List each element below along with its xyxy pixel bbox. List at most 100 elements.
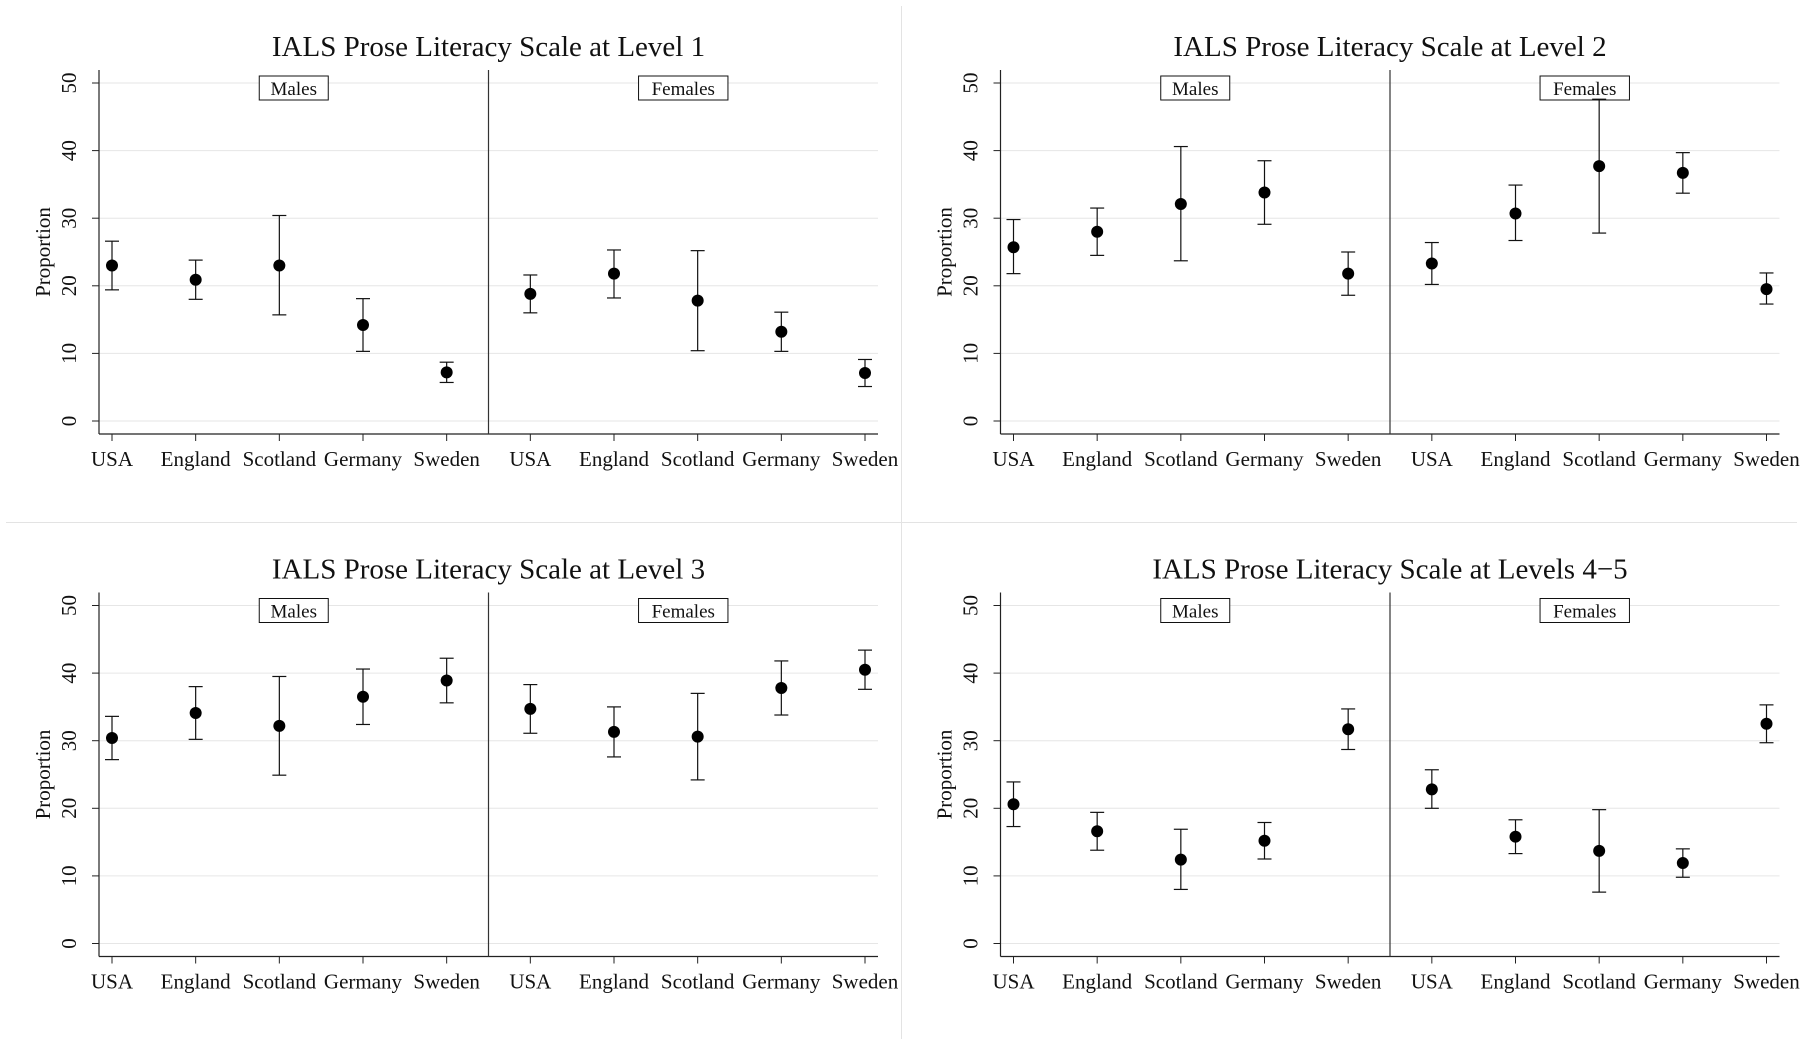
y-tick-label: 10 xyxy=(959,865,983,886)
x-tick-label-sweden: Sweden xyxy=(1733,447,1800,471)
group-label-box-females xyxy=(638,75,729,101)
data-point-females-sweden xyxy=(1760,283,1773,296)
data-point-females-england xyxy=(1509,830,1522,843)
chart-panel-3: IALS Prose Literacy Scale at Level 3 0 10 2… xyxy=(31,554,899,994)
group-label-box-females xyxy=(1539,598,1630,623)
y-tick-label: 20 xyxy=(57,798,81,819)
chart-panel-2: IALS Prose Literacy Scale at Level 2 0 10 2… xyxy=(933,31,1801,471)
x-tick-label-england: England xyxy=(579,970,649,994)
y-tick-label: 0 xyxy=(57,938,81,949)
y-tick-label: 30 xyxy=(959,208,983,229)
data-point-females-sweden xyxy=(1760,717,1773,730)
x-tick-label-england: England xyxy=(579,447,649,471)
data-point-females-germany xyxy=(1676,857,1689,870)
x-tick-label-scotland: Scotland xyxy=(243,447,317,471)
y-tick-label: 10 xyxy=(959,343,983,364)
data-point-females-usa xyxy=(1425,257,1438,270)
x-tick-label-germany: Germany xyxy=(742,447,821,471)
x-tick-label-sweden: Sweden xyxy=(1315,970,1382,994)
x-tick-label-sweden: Sweden xyxy=(832,447,899,471)
y-tick-label: 40 xyxy=(57,663,81,684)
x-tick-label-england: England xyxy=(1062,970,1132,994)
y-tick-label: 40 xyxy=(57,140,81,161)
data-point-females-scotland xyxy=(1593,160,1606,173)
x-tick-label-usa: USA xyxy=(509,447,552,471)
data-point-males-usa xyxy=(1007,241,1020,254)
data-point-males-england xyxy=(1091,225,1104,238)
x-tick-label-germany: Germany xyxy=(1644,447,1723,471)
data-point-males-usa xyxy=(106,731,118,744)
data-point-males-germany xyxy=(1258,186,1271,199)
data-point-females-germany xyxy=(775,681,788,694)
data-point-males-usa xyxy=(1007,798,1020,811)
group-label-females: Females xyxy=(652,79,715,100)
data-point-females-sweden xyxy=(859,367,871,380)
data-point-females-usa xyxy=(1425,783,1438,796)
data-point-males-sweden xyxy=(440,366,453,379)
y-axis-label: Proportion xyxy=(31,207,55,297)
x-tick-label-scotland: Scotland xyxy=(1562,447,1636,471)
data-point-males-england xyxy=(189,706,202,719)
chart-title: IALS Prose Literacy Scale at Level 1 xyxy=(272,31,705,63)
x-tick-label-scotland: Scotland xyxy=(1144,447,1218,471)
group-label-box-males xyxy=(258,598,329,623)
x-tick-label-england: England xyxy=(161,970,231,994)
data-point-males-scotland xyxy=(273,259,286,272)
x-tick-label-england: England xyxy=(1481,970,1551,994)
y-tick-label: 50 xyxy=(959,595,983,616)
x-tick-label-usa: USA xyxy=(992,970,1035,994)
group-label-males: Males xyxy=(1172,79,1218,100)
x-tick-label-usa: USA xyxy=(91,970,134,994)
data-point-males-scotland xyxy=(273,719,286,732)
x-tick-label-germany: Germany xyxy=(324,447,403,471)
y-axis-label: Proportion xyxy=(933,207,957,297)
x-tick-label-scotland: Scotland xyxy=(1562,970,1636,994)
y-tick-label: 30 xyxy=(959,730,983,751)
chart-title: IALS Prose Literacy Scale at Level 2 xyxy=(1173,31,1606,63)
group-label-females: Females xyxy=(1553,602,1616,623)
y-tick-label: 0 xyxy=(57,416,81,427)
x-tick-label-sweden: Sweden xyxy=(1733,970,1800,994)
data-point-females-usa xyxy=(524,702,537,715)
chart-title: IALS Prose Literacy Scale at Level 3 xyxy=(272,554,705,586)
group-label-box-males xyxy=(258,75,329,101)
x-tick-label-scotland: Scotland xyxy=(1144,970,1218,994)
y-tick-label: 40 xyxy=(959,140,983,161)
x-tick-label-scotland: Scotland xyxy=(243,970,317,994)
y-tick-label: 30 xyxy=(57,208,81,229)
group-label-box-females xyxy=(1539,75,1630,101)
x-tick-label-england: England xyxy=(161,447,231,471)
x-tick-label-germany: Germany xyxy=(742,970,821,994)
x-tick-label-germany: Germany xyxy=(1225,970,1304,994)
chart-panel-1: IALS Prose Literacy Scale at Level 1 0 10 2… xyxy=(31,31,899,471)
data-point-females-england xyxy=(608,267,620,280)
y-tick-label: 50 xyxy=(959,73,983,94)
group-label-box-females xyxy=(638,598,729,623)
chart-panel-4: IALS Prose Literacy Scale at Levels 4−5 0… xyxy=(933,554,1801,994)
y-tick-label: 0 xyxy=(959,938,983,949)
group-label-box-males xyxy=(1160,598,1231,623)
data-point-males-sweden xyxy=(1342,723,1355,736)
x-tick-label-usa: USA xyxy=(91,447,134,471)
x-tick-label-usa: USA xyxy=(1411,970,1454,994)
y-tick-label: 50 xyxy=(57,73,81,94)
data-point-males-england xyxy=(1091,825,1104,838)
x-tick-label-england: England xyxy=(1062,447,1132,471)
group-label-box-males xyxy=(1160,75,1231,101)
y-tick-label: 10 xyxy=(57,865,81,886)
group-label-males: Males xyxy=(271,602,317,623)
x-tick-label-sweden: Sweden xyxy=(832,970,899,994)
group-label-males: Males xyxy=(271,79,317,100)
x-tick-label-germany: Germany xyxy=(324,970,403,994)
group-label-females: Females xyxy=(652,602,715,623)
x-tick-label-scotland: Scotland xyxy=(661,447,735,471)
data-point-males-usa xyxy=(106,259,118,272)
data-point-males-germany xyxy=(357,319,369,332)
x-tick-label-england: England xyxy=(1481,447,1551,471)
x-tick-label-sweden: Sweden xyxy=(1315,447,1382,471)
chart-title: IALS Prose Literacy Scale at Levels 4−5 xyxy=(1152,554,1627,586)
data-point-females-germany xyxy=(775,325,788,338)
data-point-males-sweden xyxy=(440,674,453,687)
data-point-males-scotland xyxy=(1174,198,1187,211)
